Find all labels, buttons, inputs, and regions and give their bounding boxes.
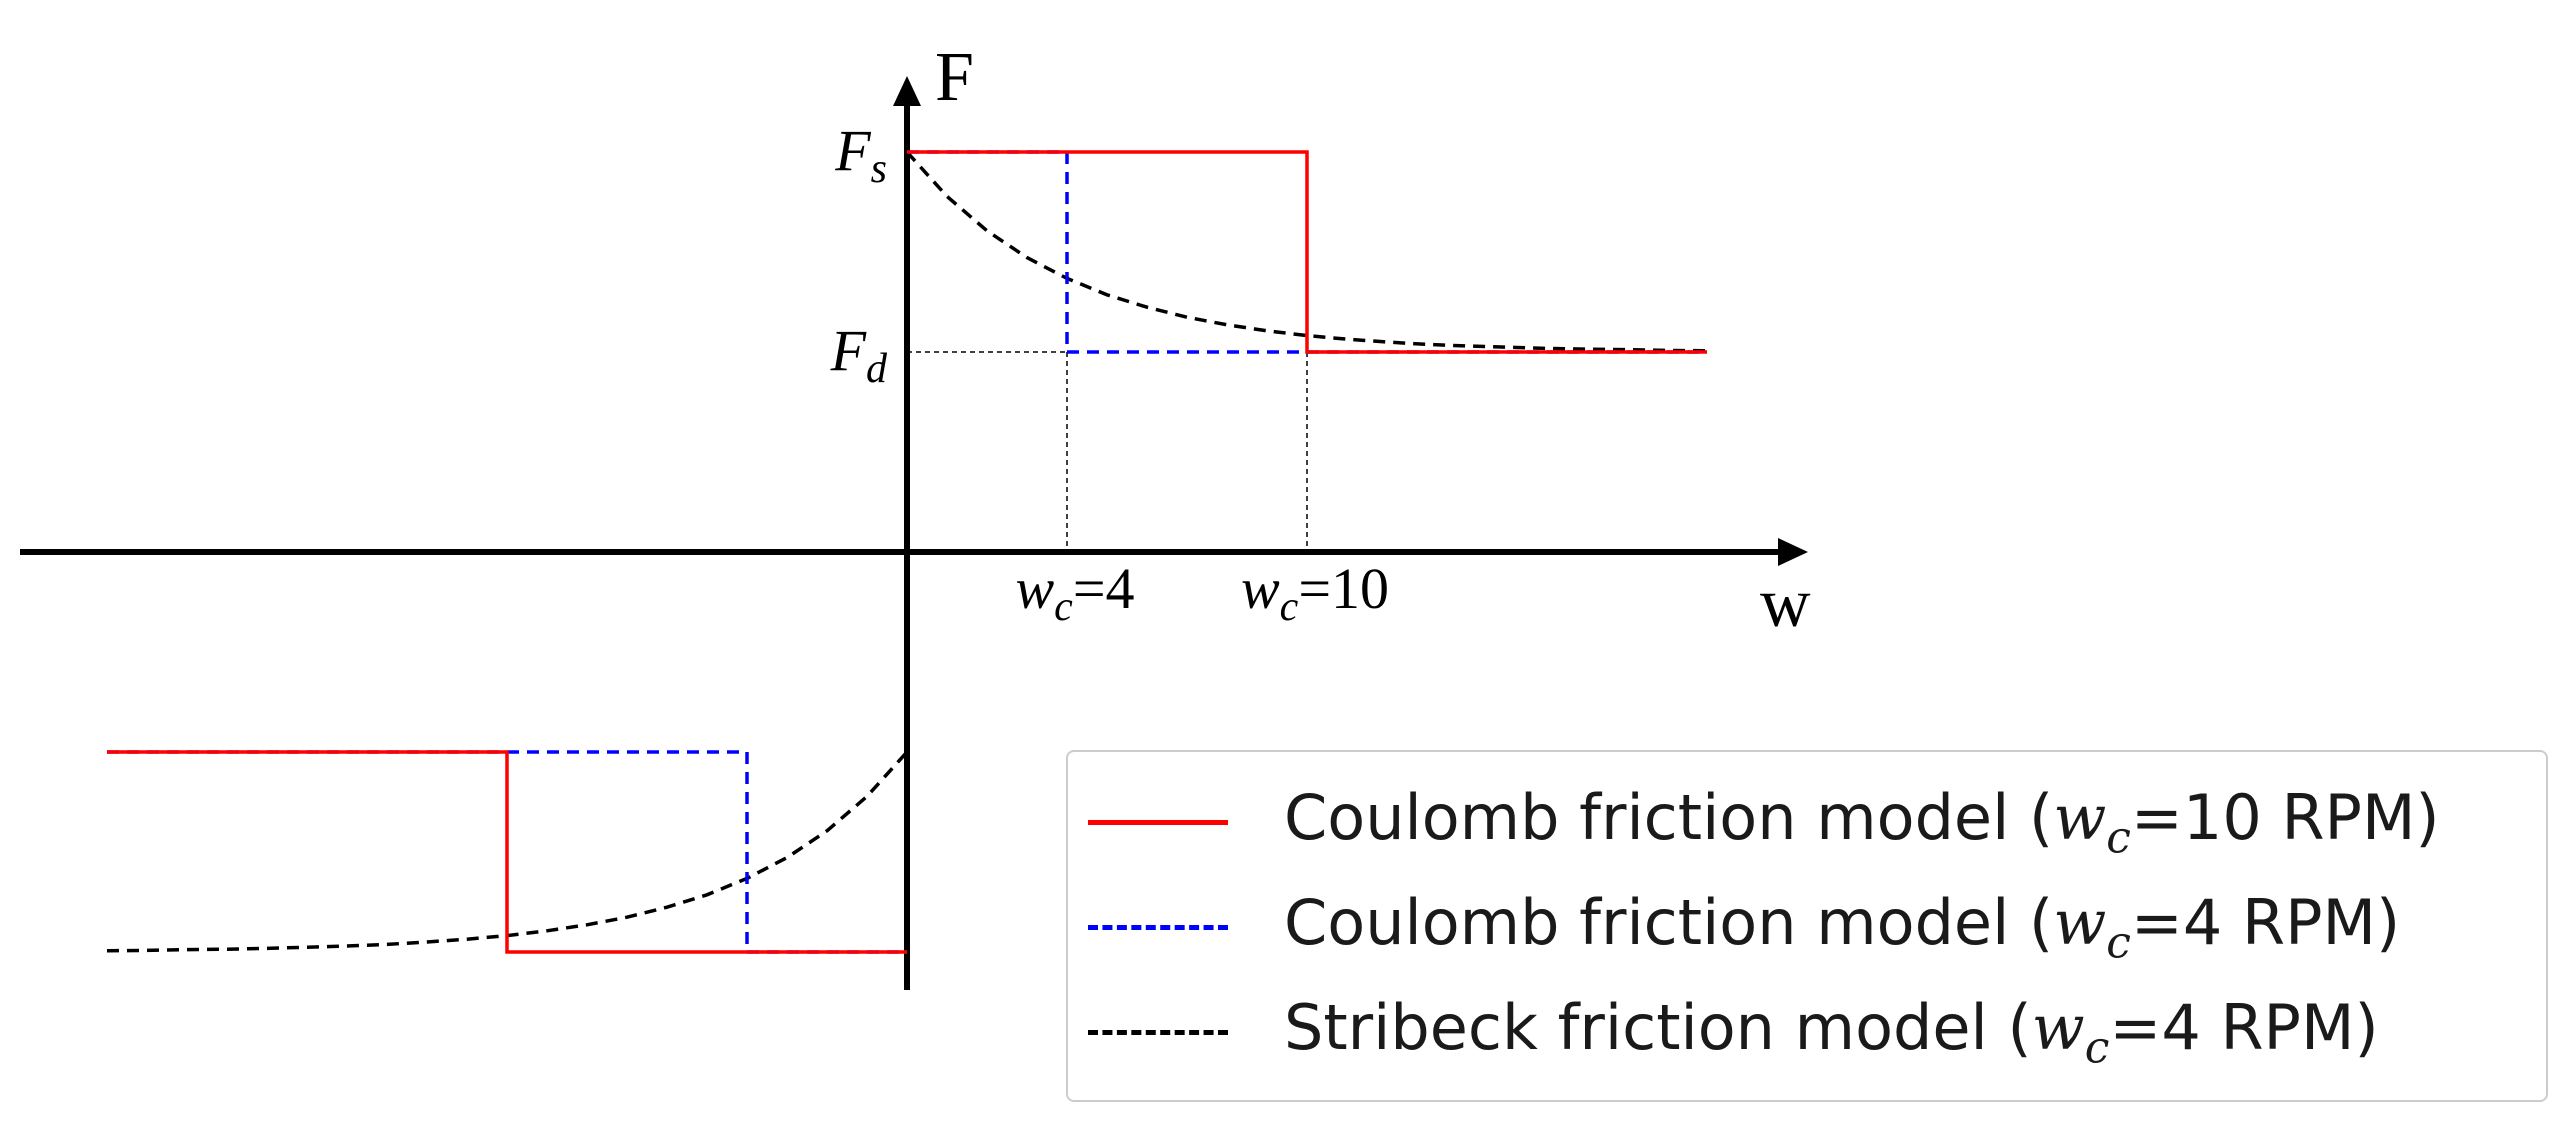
- y-axis-arrow: [893, 76, 921, 106]
- x-tick-label-0: wc=4: [1015, 556, 1134, 630]
- guide-lines: [907, 351, 1308, 552]
- legend-swatch-black-dashed: [1088, 1029, 1228, 1035]
- x-tick-label-1: wc=10: [1241, 556, 1389, 630]
- x-axis-label: w: [1760, 565, 1811, 642]
- y-axis-label: F: [935, 39, 974, 116]
- legend-label: Coulomb friction model (wc=10 RPM): [1284, 780, 2440, 864]
- legend-item-coulomb-10: Coulomb friction model (wc=10 RPM): [1088, 780, 2440, 864]
- axes: F w: [20, 39, 1811, 990]
- tick-labels: Fs Fd wc=4 wc=10: [830, 118, 1389, 630]
- legend-swatch-blue-dashed: [1088, 924, 1228, 930]
- series-group: [106, 150, 1708, 954]
- series-coulomb-10-negative: [107, 750, 907, 954]
- legend-label: Stribeck friction model (wc=4 RPM): [1284, 990, 2379, 1074]
- legend-label: Coulomb friction model (wc=4 RPM): [1284, 885, 2401, 969]
- legend-swatch-red-solid: [1088, 819, 1228, 825]
- legend-item-stribeck-4: Stribeck friction model (wc=4 RPM): [1088, 990, 2379, 1074]
- legend: Coulomb friction model (wc=10 RPM) Coulo…: [1066, 750, 2548, 1102]
- series-stribeck-4-positive: [905, 150, 1708, 353]
- x-axis-arrow: [1778, 538, 1808, 566]
- y-tick-label-d: Fd: [830, 318, 888, 392]
- series-coulomb-10-positive: [907, 150, 1707, 354]
- legend-item-coulomb-4: Coulomb friction model (wc=4 RPM): [1088, 885, 2401, 969]
- y-tick-label-s: Fs: [834, 118, 887, 192]
